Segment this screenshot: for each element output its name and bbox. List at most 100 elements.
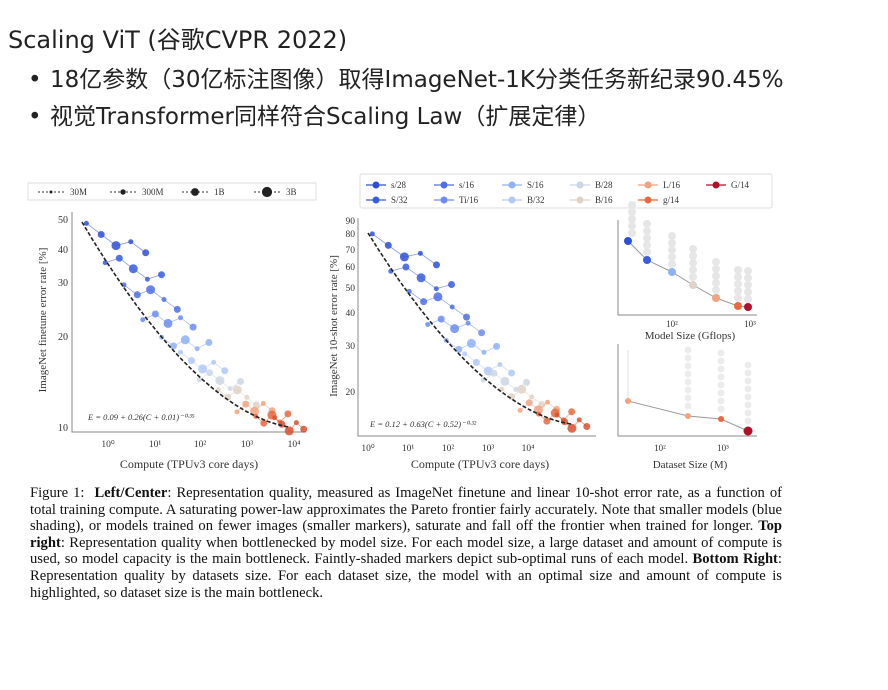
legend-label: s/16: [459, 180, 475, 190]
bottom-right-xtick: 10³: [717, 443, 729, 453]
suboptimal-point: [684, 402, 692, 410]
caption-label: Figure 1:: [30, 485, 85, 501]
data-point: [517, 384, 527, 394]
left-equation: E = 0.09 + 0.26(C + 0.01)⁻⁰·³⁵: [87, 412, 195, 422]
left-xtick: 10¹: [149, 440, 162, 450]
data-point: [643, 256, 651, 264]
legend-label: Ti/16: [459, 195, 479, 205]
data-point: [140, 317, 146, 323]
legend-marker: [576, 196, 584, 204]
data-point: [211, 359, 217, 365]
data-point: [481, 349, 487, 355]
center-xtick: 10²: [442, 444, 455, 454]
data-point: [206, 369, 214, 377]
suboptimal-point: [689, 252, 697, 260]
left-legend: 30M 300M 1B 3B: [38, 186, 297, 198]
suboptimal-point: [717, 405, 725, 413]
legend-marker: [712, 181, 720, 189]
legend-marker: [440, 181, 448, 189]
data-point: [466, 338, 476, 348]
left-ylabel: ImageNet finetune error rate [%]: [37, 248, 49, 393]
data-point: [576, 417, 582, 423]
top-right-xtick: 10²: [666, 319, 678, 329]
data-point: [227, 386, 233, 391]
suboptimal-point: [643, 248, 651, 256]
data-point: [685, 413, 691, 419]
caption-bold: Bottom Right: [692, 551, 778, 568]
data-point: [244, 394, 250, 400]
center-ytick: 80: [346, 230, 356, 240]
data-point: [554, 412, 560, 418]
suboptimal-point: [668, 253, 676, 261]
suboptimal-point: [734, 266, 742, 274]
bullet-symbol: •: [28, 104, 42, 130]
bullet-text: 18亿参数（30亿标注图像）取得ImageNet-1K分类任务新纪录90.45%: [50, 67, 784, 93]
suboptimal-point: [643, 227, 651, 235]
legend-label: s/28: [391, 180, 407, 190]
center-xtick: 10¹: [402, 444, 415, 454]
left-ytick: 30: [58, 278, 68, 289]
suboptimal-point: [744, 288, 752, 296]
legend-marker: [372, 181, 380, 189]
suboptimal-point: [628, 215, 636, 223]
data-point: [284, 410, 292, 418]
data-point: [260, 401, 266, 406]
data-point: [198, 364, 208, 374]
bullet-text: 视觉Transformer同样符合Scaling Law（扩展定律）: [50, 104, 601, 130]
data-point: [242, 400, 250, 408]
top-right-xlabel: Model Size (Gflops): [645, 330, 736, 342]
suboptimal-point: [744, 369, 752, 377]
center-ytick: 90: [346, 217, 356, 227]
data-point: [163, 318, 173, 328]
suboptimal-point: [744, 295, 752, 303]
data-point: [478, 329, 486, 337]
data-point: [232, 385, 242, 395]
suboptimal-point: [668, 246, 676, 254]
data-point: [284, 426, 294, 436]
suboptimal-point: [684, 346, 692, 354]
suboptimal-point: [744, 417, 752, 425]
suboptimal-point: [744, 393, 752, 401]
suboptimal-point: [734, 280, 742, 288]
suboptimal-point: [744, 409, 752, 417]
suboptimal-point: [684, 370, 692, 378]
suboptimal-point: [734, 287, 742, 295]
legend-label: 3B: [286, 187, 297, 197]
suboptimal-point: [717, 373, 725, 381]
data-point: [402, 263, 410, 271]
caption-text: : Representation quality by datasets siz…: [30, 551, 782, 601]
data-point: [425, 322, 431, 327]
suboptimal-point: [712, 286, 720, 294]
suboptimal-point: [689, 259, 697, 267]
data-point: [406, 288, 412, 294]
left-xtick: 10³: [241, 440, 254, 450]
legend-label: L/16: [663, 180, 680, 190]
data-point: [448, 281, 455, 288]
legend-label: S/32: [391, 195, 408, 205]
data-point: [529, 394, 535, 400]
data-point: [161, 297, 167, 302]
suboptimal-point: [712, 258, 720, 266]
left-axes: [71, 212, 306, 433]
data-point: [523, 378, 531, 386]
data-point: [437, 315, 445, 323]
data-point: [744, 303, 752, 311]
data-point: [221, 367, 229, 375]
suboptimal-point: [643, 220, 651, 228]
data-point: [417, 250, 423, 256]
data-point: [128, 264, 138, 274]
center-legend-box: [359, 173, 773, 209]
data-point: [384, 241, 392, 249]
data-point: [433, 261, 440, 269]
plot-marks: [81, 201, 753, 436]
data-point: [455, 345, 463, 353]
data-point: [472, 358, 480, 366]
bottom-right-xtick: 10²: [654, 443, 666, 453]
data-point: [449, 304, 455, 310]
left-legend-box: [27, 182, 317, 201]
legend-label: g/14: [663, 195, 680, 205]
data-point: [111, 241, 121, 251]
data-point: [433, 286, 439, 292]
data-point: [234, 409, 240, 415]
